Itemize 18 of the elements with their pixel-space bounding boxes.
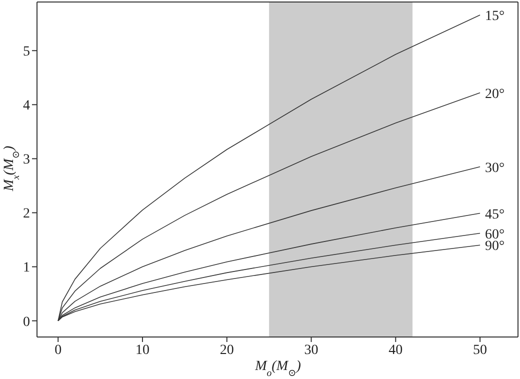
y-tick-label: 3 xyxy=(23,152,30,168)
x-tick-label: 20 xyxy=(220,342,234,358)
x-tick-label: 50 xyxy=(473,342,488,358)
y-tick-label: 4 xyxy=(23,98,30,114)
y-tick-label: 1 xyxy=(23,260,30,276)
series-label: 45° xyxy=(485,207,505,222)
y-tick-label: 2 xyxy=(23,206,30,222)
series-label: 15° xyxy=(485,8,505,24)
y-tick-label: 5 xyxy=(23,44,30,60)
y-tick-label: 0 xyxy=(23,314,30,330)
series-label: 30° xyxy=(485,160,505,176)
series-label: 90° xyxy=(485,239,505,254)
x-tick-label: 10 xyxy=(135,342,150,358)
x-axis-title: M$_{o}$(M$_{⊙}$) xyxy=(254,359,302,378)
x-tick-label: 0 xyxy=(54,342,62,358)
x-tick-label: 30 xyxy=(304,342,318,358)
x-tick-label: 40 xyxy=(388,342,403,358)
series-label: 20° xyxy=(485,86,505,102)
